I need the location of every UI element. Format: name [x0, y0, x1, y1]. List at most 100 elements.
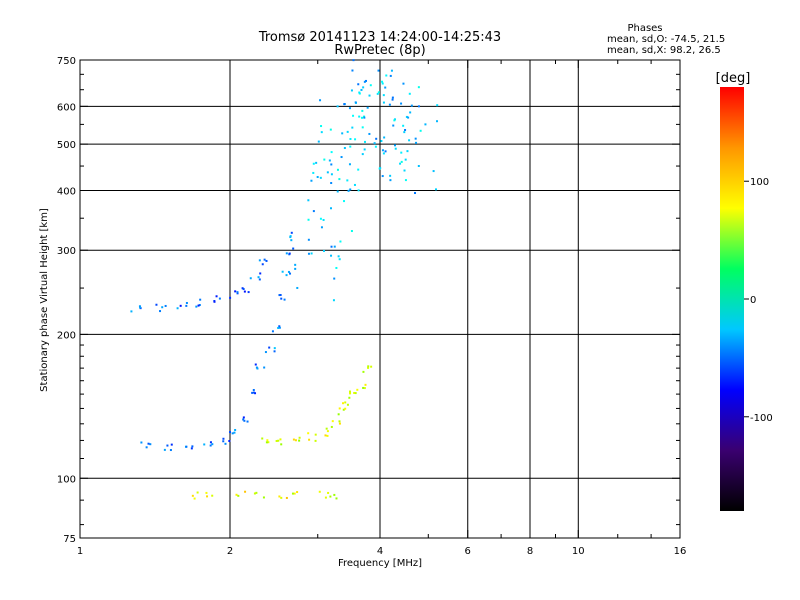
data-point [265, 441, 268, 444]
grid-lines [80, 60, 680, 538]
data-point [408, 139, 411, 142]
data-point [432, 170, 435, 173]
data-point [258, 278, 261, 281]
data-point [280, 496, 283, 499]
data-point [388, 103, 391, 106]
y-tick-label: 600 [57, 102, 76, 113]
data-point [206, 495, 209, 498]
data-point [415, 141, 418, 144]
data-point [317, 140, 320, 143]
data-point [389, 74, 392, 77]
data-point [273, 347, 276, 350]
data-point [381, 82, 384, 85]
data-point [363, 140, 366, 143]
y-tick-label: 100 [57, 474, 76, 485]
data-point [222, 437, 225, 440]
data-point [265, 259, 268, 262]
data-point [350, 230, 353, 233]
data-point [273, 350, 276, 353]
data-point [246, 420, 249, 423]
colorbar-tick-label: 100 [750, 177, 769, 188]
data-point [243, 290, 246, 293]
data-point [337, 413, 340, 416]
data-point [307, 252, 310, 255]
data-point [310, 252, 313, 255]
x-tick-label: 2 [227, 546, 233, 557]
data-point [381, 80, 384, 83]
data-point [342, 402, 345, 405]
data-point [320, 125, 323, 128]
chart-title: Tromsø 20141123 14:24:00-14:25:43 [258, 30, 501, 45]
colorbar: [deg] 100 0 -100 [716, 71, 773, 511]
data-point [307, 238, 310, 241]
data-point [289, 235, 292, 238]
data-point [314, 439, 317, 442]
data-point [348, 396, 351, 399]
data-point [266, 439, 269, 442]
data-point [149, 443, 152, 446]
data-point [228, 431, 231, 434]
data-point [138, 305, 141, 308]
data-point [292, 438, 295, 441]
data-point [339, 240, 342, 243]
data-point [382, 94, 385, 97]
data-point [278, 326, 281, 329]
data-point [389, 179, 392, 182]
data-point [197, 304, 200, 307]
data-point [367, 365, 370, 368]
data-point [361, 153, 364, 156]
data-point [380, 140, 383, 143]
data-point [237, 494, 240, 497]
data-point [161, 306, 164, 309]
x-axis-ticks: 1 2 4 6 8 10 16 [77, 60, 686, 557]
data-point [419, 129, 422, 132]
data-point [312, 162, 315, 165]
data-point [314, 433, 317, 436]
data-point [326, 434, 329, 437]
data-point [258, 259, 261, 262]
data-point [213, 300, 216, 303]
data-point [285, 252, 288, 255]
data-point [290, 231, 293, 234]
data-point [344, 407, 347, 410]
y-tick-label: 500 [57, 140, 76, 151]
data-point [393, 144, 396, 147]
data-point [404, 158, 407, 161]
data-point [275, 439, 278, 442]
data-point [360, 88, 363, 91]
data-point [234, 290, 237, 293]
data-point [326, 430, 329, 433]
data-point [185, 445, 188, 448]
data-point [296, 491, 299, 494]
data-point [338, 422, 341, 425]
data-point [247, 291, 250, 294]
y-axis-label: Stationary phase Virtual Height [km] [39, 208, 50, 392]
data-point [349, 188, 352, 191]
data-point [381, 149, 384, 152]
data-point [347, 189, 350, 192]
plot-area: 1 2 4 6 8 10 16 75 100 200 300 400 500 600 750 [57, 56, 686, 557]
data-point [166, 444, 169, 447]
data-point [199, 298, 202, 301]
data-point [336, 168, 339, 171]
data-point [414, 192, 417, 195]
data-point [251, 391, 254, 394]
data-point [364, 79, 367, 82]
data-point [363, 80, 366, 83]
data-point [169, 449, 172, 452]
stats-o-line: mean, sd,O: -74.5, 21.5 [607, 34, 725, 45]
data-point [341, 132, 344, 135]
data-point [385, 74, 388, 77]
data-point [414, 137, 417, 140]
x-tick-label: 8 [527, 546, 533, 557]
data-point [262, 496, 265, 499]
data-points [130, 59, 439, 500]
data-point [241, 287, 244, 290]
data-point [373, 142, 376, 145]
data-point [280, 443, 283, 446]
data-point [155, 303, 158, 306]
data-point [393, 119, 396, 122]
data-point [310, 179, 313, 182]
data-point [292, 247, 295, 250]
data-point [164, 304, 167, 307]
